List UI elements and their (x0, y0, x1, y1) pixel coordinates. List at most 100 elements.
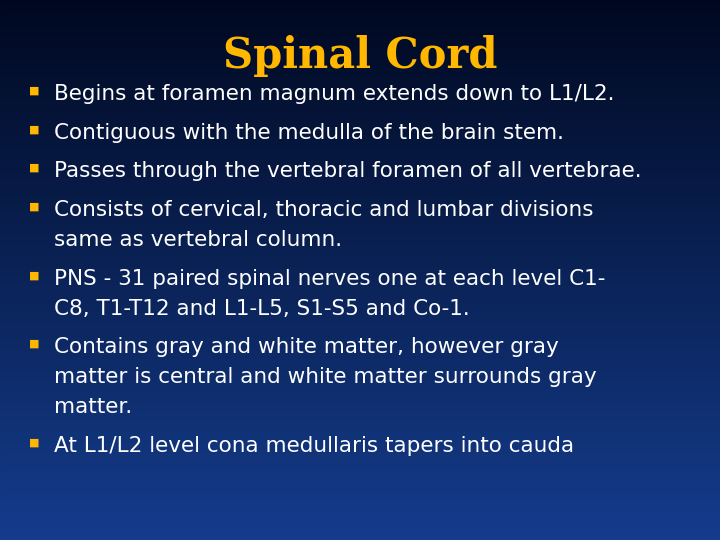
Bar (0, 356, 720, 359)
Bar (0, 375, 720, 378)
Bar (0, 240, 720, 243)
Text: Contiguous with the medulla of the brain stem.: Contiguous with the medulla of the brain… (54, 123, 564, 143)
Bar (0, 513, 720, 516)
Bar (0, 535, 720, 537)
Bar (0, 5, 720, 8)
Bar (0, 38, 720, 40)
Bar (0, 200, 720, 202)
Bar (0, 432, 720, 435)
Bar (0, 443, 720, 445)
Bar (0, 497, 720, 500)
Bar (0, 81, 720, 84)
Bar (0, 386, 720, 389)
Bar (0, 335, 720, 338)
Bar (0, 86, 720, 89)
Bar (0, 267, 720, 270)
Bar (0, 108, 720, 111)
Bar (0, 184, 720, 186)
Bar (0, 521, 720, 524)
Text: ■: ■ (29, 437, 40, 448)
Bar (0, 451, 720, 454)
Bar (0, 57, 720, 59)
Text: ■: ■ (29, 202, 40, 212)
Bar (0, 256, 720, 259)
Bar (0, 389, 720, 392)
Bar (0, 292, 720, 294)
Bar (0, 43, 720, 46)
Bar (0, 205, 720, 208)
Bar (0, 297, 720, 300)
Bar (0, 238, 720, 240)
Bar (0, 402, 720, 405)
Bar (0, 508, 720, 510)
Bar (0, 510, 720, 513)
Bar (0, 454, 720, 456)
Bar (0, 286, 720, 289)
Bar (0, 62, 720, 65)
Bar (0, 14, 720, 16)
Bar (0, 84, 720, 86)
Bar (0, 146, 720, 148)
Text: ■: ■ (29, 271, 40, 281)
Bar (0, 192, 720, 194)
Bar (0, 489, 720, 491)
Bar (0, 213, 720, 216)
Bar (0, 310, 720, 313)
Bar (0, 78, 720, 81)
Bar (0, 262, 720, 265)
Bar (0, 51, 720, 54)
Bar (0, 151, 720, 154)
Bar (0, 138, 720, 140)
Bar (0, 176, 720, 178)
Bar (0, 3, 720, 5)
Bar (0, 429, 720, 432)
Bar (0, 92, 720, 94)
Bar (0, 202, 720, 205)
Bar (0, 338, 720, 340)
Text: ■: ■ (29, 85, 40, 96)
Bar (0, 167, 720, 170)
Bar (0, 8, 720, 11)
Bar (0, 383, 720, 386)
Bar (0, 54, 720, 57)
Text: ■: ■ (29, 339, 40, 349)
Bar (0, 524, 720, 526)
Bar (0, 486, 720, 489)
Bar (0, 281, 720, 284)
Text: same as vertebral column.: same as vertebral column. (54, 230, 342, 250)
Bar (0, 324, 720, 327)
Bar (0, 472, 720, 475)
Bar (0, 526, 720, 529)
Bar (0, 46, 720, 49)
Bar (0, 351, 720, 354)
Bar (0, 424, 720, 427)
Bar (0, 478, 720, 481)
Bar (0, 122, 720, 124)
Bar (0, 294, 720, 297)
Bar (0, 243, 720, 246)
Bar (0, 135, 720, 138)
Bar (0, 170, 720, 173)
Bar (0, 211, 720, 213)
Bar (0, 224, 720, 227)
Text: PNS - 31 paired spinal nerves one at each level C1-: PNS - 31 paired spinal nerves one at eac… (54, 269, 606, 289)
Bar (0, 273, 720, 275)
Bar (0, 40, 720, 43)
Bar (0, 22, 720, 24)
Text: ■: ■ (29, 124, 40, 134)
Bar (0, 364, 720, 367)
Bar (0, 500, 720, 502)
Bar (0, 332, 720, 335)
Bar (0, 173, 720, 176)
Text: Begins at foramen magnum extends down to L1/L2.: Begins at foramen magnum extends down to… (54, 84, 614, 104)
Bar (0, 194, 720, 197)
Bar (0, 70, 720, 73)
Bar (0, 373, 720, 375)
Bar (0, 475, 720, 478)
Bar (0, 346, 720, 348)
Bar (0, 230, 720, 232)
Bar (0, 19, 720, 22)
Text: Consists of cervical, thoracic and lumbar divisions: Consists of cervical, thoracic and lumba… (54, 200, 593, 220)
Bar (0, 221, 720, 224)
Bar (0, 105, 720, 108)
